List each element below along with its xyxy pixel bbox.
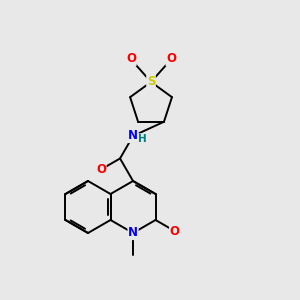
Text: S: S bbox=[147, 76, 155, 88]
Text: O: O bbox=[166, 52, 176, 65]
Text: O: O bbox=[96, 163, 106, 176]
Text: N: N bbox=[128, 226, 138, 239]
Text: H: H bbox=[138, 134, 146, 144]
Text: O: O bbox=[169, 224, 180, 238]
Text: O: O bbox=[126, 52, 136, 65]
Text: N: N bbox=[128, 130, 138, 142]
